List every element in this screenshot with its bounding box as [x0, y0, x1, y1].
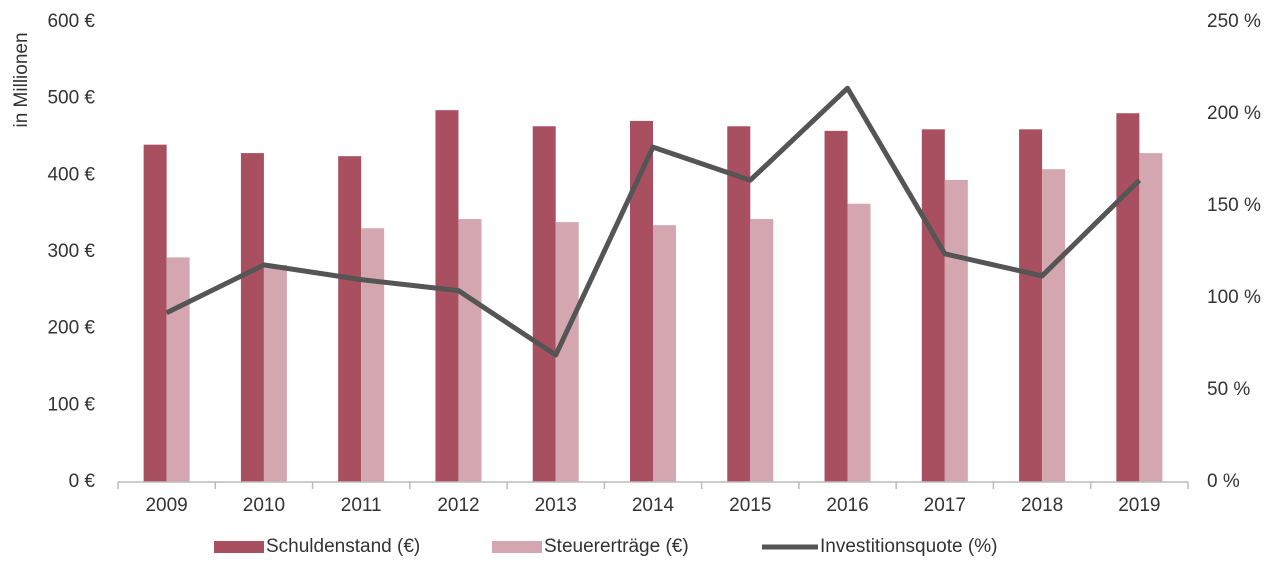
bar [338, 156, 362, 482]
x-tick-label: 2010 [243, 495, 285, 516]
x-tick-label: 2018 [1021, 495, 1063, 516]
x-tick-label: 2017 [924, 495, 966, 516]
bar [458, 219, 482, 483]
bar [727, 126, 751, 483]
bar [263, 265, 287, 482]
bar [532, 126, 556, 483]
x-tick-label: 2013 [535, 495, 577, 516]
bar [166, 257, 190, 482]
bar [653, 225, 676, 482]
y2-tick-label: 200 % [1207, 103, 1261, 124]
bar [240, 153, 264, 482]
y-tick-label: 100 € [47, 394, 95, 415]
line [165, 85, 1142, 358]
y-tick-label: 200 € [47, 318, 95, 339]
y-tick-label: 400 € [47, 164, 95, 185]
y-tick-label: 600 € [47, 11, 95, 32]
y2-tick-label: 100 % [1207, 287, 1261, 308]
y2-tick-label: 150 % [1207, 195, 1261, 216]
y-axis-title: in Millionen [11, 32, 32, 127]
bar [1042, 169, 1066, 482]
bar [435, 110, 459, 483]
x-tick-label: 2019 [1118, 495, 1160, 516]
x-tick-label: 2015 [729, 495, 771, 516]
x-tick-label: 2009 [145, 495, 187, 516]
bar [944, 179, 968, 482]
bar [555, 222, 579, 482]
x-tick-label: 2011 [341, 495, 382, 516]
legend-label: Steuererträge (€) [544, 536, 689, 557]
legend-swatch [492, 541, 542, 553]
bar [1139, 153, 1163, 482]
x-tick-label: 2012 [437, 495, 479, 516]
legend-swatch [214, 541, 264, 553]
x-tick-label: 2016 [826, 495, 868, 516]
y-tick-label: 0 € [69, 471, 96, 492]
bar [1116, 113, 1140, 482]
x-tick-label: 2014 [632, 495, 675, 516]
y2-tick-label: 50 % [1207, 379, 1250, 400]
y-tick-label: 300 € [47, 241, 95, 262]
bar [750, 219, 774, 483]
bar [361, 228, 385, 482]
bar [143, 144, 167, 482]
bar [824, 130, 848, 482]
bar [1019, 129, 1043, 483]
legend-label: Schuldenstand (€) [266, 536, 420, 557]
y2-tick-label: 0 % [1207, 471, 1240, 492]
legend-label: Investitionsquote (%) [820, 536, 997, 557]
bar [847, 203, 871, 482]
y2-tick-label: 250 % [1207, 11, 1261, 32]
y-tick-label: 500 € [47, 88, 95, 109]
bar [921, 129, 945, 483]
bar [630, 120, 653, 483]
